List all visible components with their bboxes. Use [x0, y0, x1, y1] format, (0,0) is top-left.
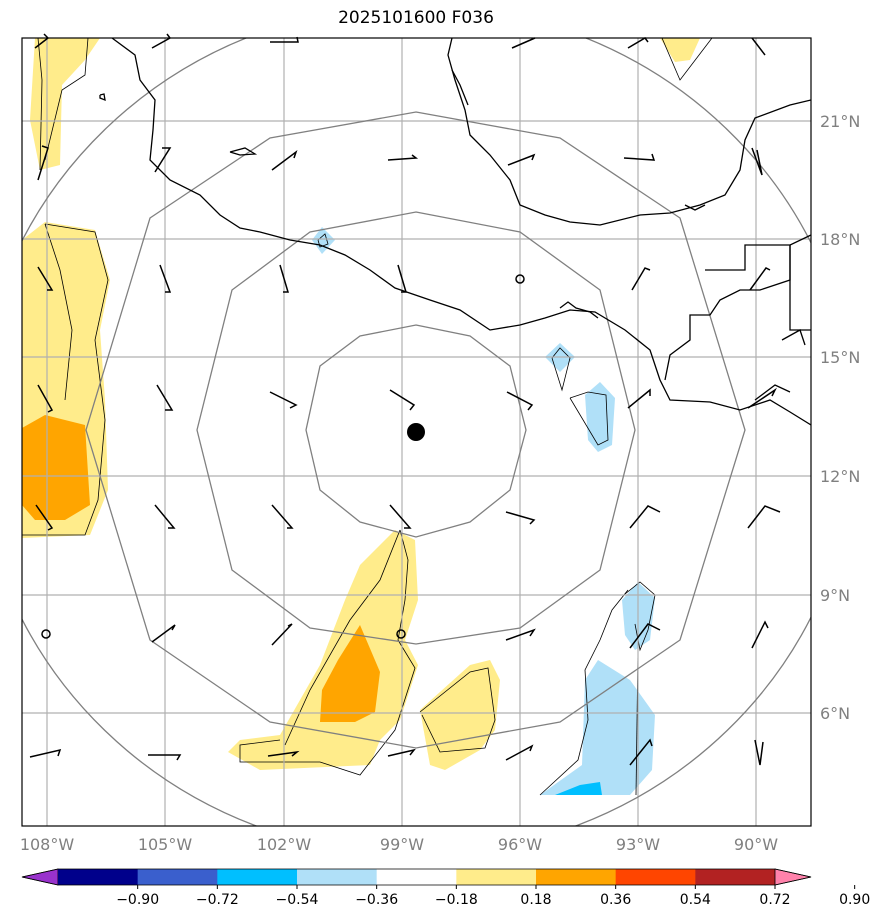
colorbar-swatch	[615, 869, 696, 885]
colorbar-swatch	[297, 869, 378, 885]
lat-label: 18°N	[820, 230, 860, 249]
colorbar-swatch	[376, 869, 457, 885]
lat-label: 21°N	[820, 112, 860, 131]
colorbar-tick-label: 0.54	[680, 892, 711, 908]
storm-center-marker	[407, 423, 425, 441]
colorbar: −0.90 −0.72 −0.54 −0.36 −0.18 0.18 0.36 0.54 0.7…	[21, 868, 870, 908]
colorbar-tick-label: −0.90	[116, 892, 159, 908]
colorbar-tick-label: 0.36	[600, 892, 631, 908]
map-title: 2025101600 F036	[338, 8, 494, 28]
lat-label: 15°N	[820, 348, 860, 367]
lon-label: 108°W	[20, 835, 75, 854]
colorbar-tick-label: 0.72	[759, 892, 790, 908]
map-frame	[21, 37, 812, 827]
wind-barbs	[29, 33, 781, 766]
colorbar-tick-label: 0.18	[520, 892, 551, 908]
colorbar-swatch	[456, 869, 537, 885]
colorbar-frame	[21, 868, 812, 886]
lat-label: 9°N	[820, 586, 850, 605]
colorbar-tick-label: −0.18	[435, 892, 478, 908]
range-rings	[22, 38, 811, 826]
lat-label: 12°N	[820, 467, 860, 486]
calm-markers	[41, 274, 525, 639]
latitude-labels: 21°N 18°N 15°N 12°N 9°N 6°N	[820, 112, 860, 723]
lon-label: 90°W	[734, 835, 778, 854]
colorbar-swatch	[217, 869, 298, 885]
colorbar-swatch	[58, 869, 139, 885]
lon-label: 99°W	[380, 835, 424, 854]
lat-label: 6°N	[820, 704, 850, 723]
map-field	[22, 38, 713, 796]
colorbar-extension-low	[21, 868, 59, 886]
colorbar-swatch	[137, 869, 218, 885]
lon-label: 93°W	[616, 835, 660, 854]
coastlines	[99, 38, 811, 426]
lon-label: 96°W	[498, 835, 542, 854]
longitude-labels: 108°W 105°W 102°W 99°W 96°W 93°W 90°W	[20, 835, 778, 854]
colorbar-tick-label: 0.90	[839, 892, 870, 908]
lon-label: 102°W	[257, 835, 312, 854]
colorbar-extension-high	[774, 868, 812, 886]
lon-label: 105°W	[138, 835, 193, 854]
colorbar-swatch	[695, 869, 776, 885]
colorbar-tick-label: −0.36	[355, 892, 398, 908]
colorbar-tick-label: −0.54	[276, 892, 319, 908]
colorbar-tick-label: −0.72	[196, 892, 239, 908]
colorbar-swatch	[536, 869, 617, 885]
